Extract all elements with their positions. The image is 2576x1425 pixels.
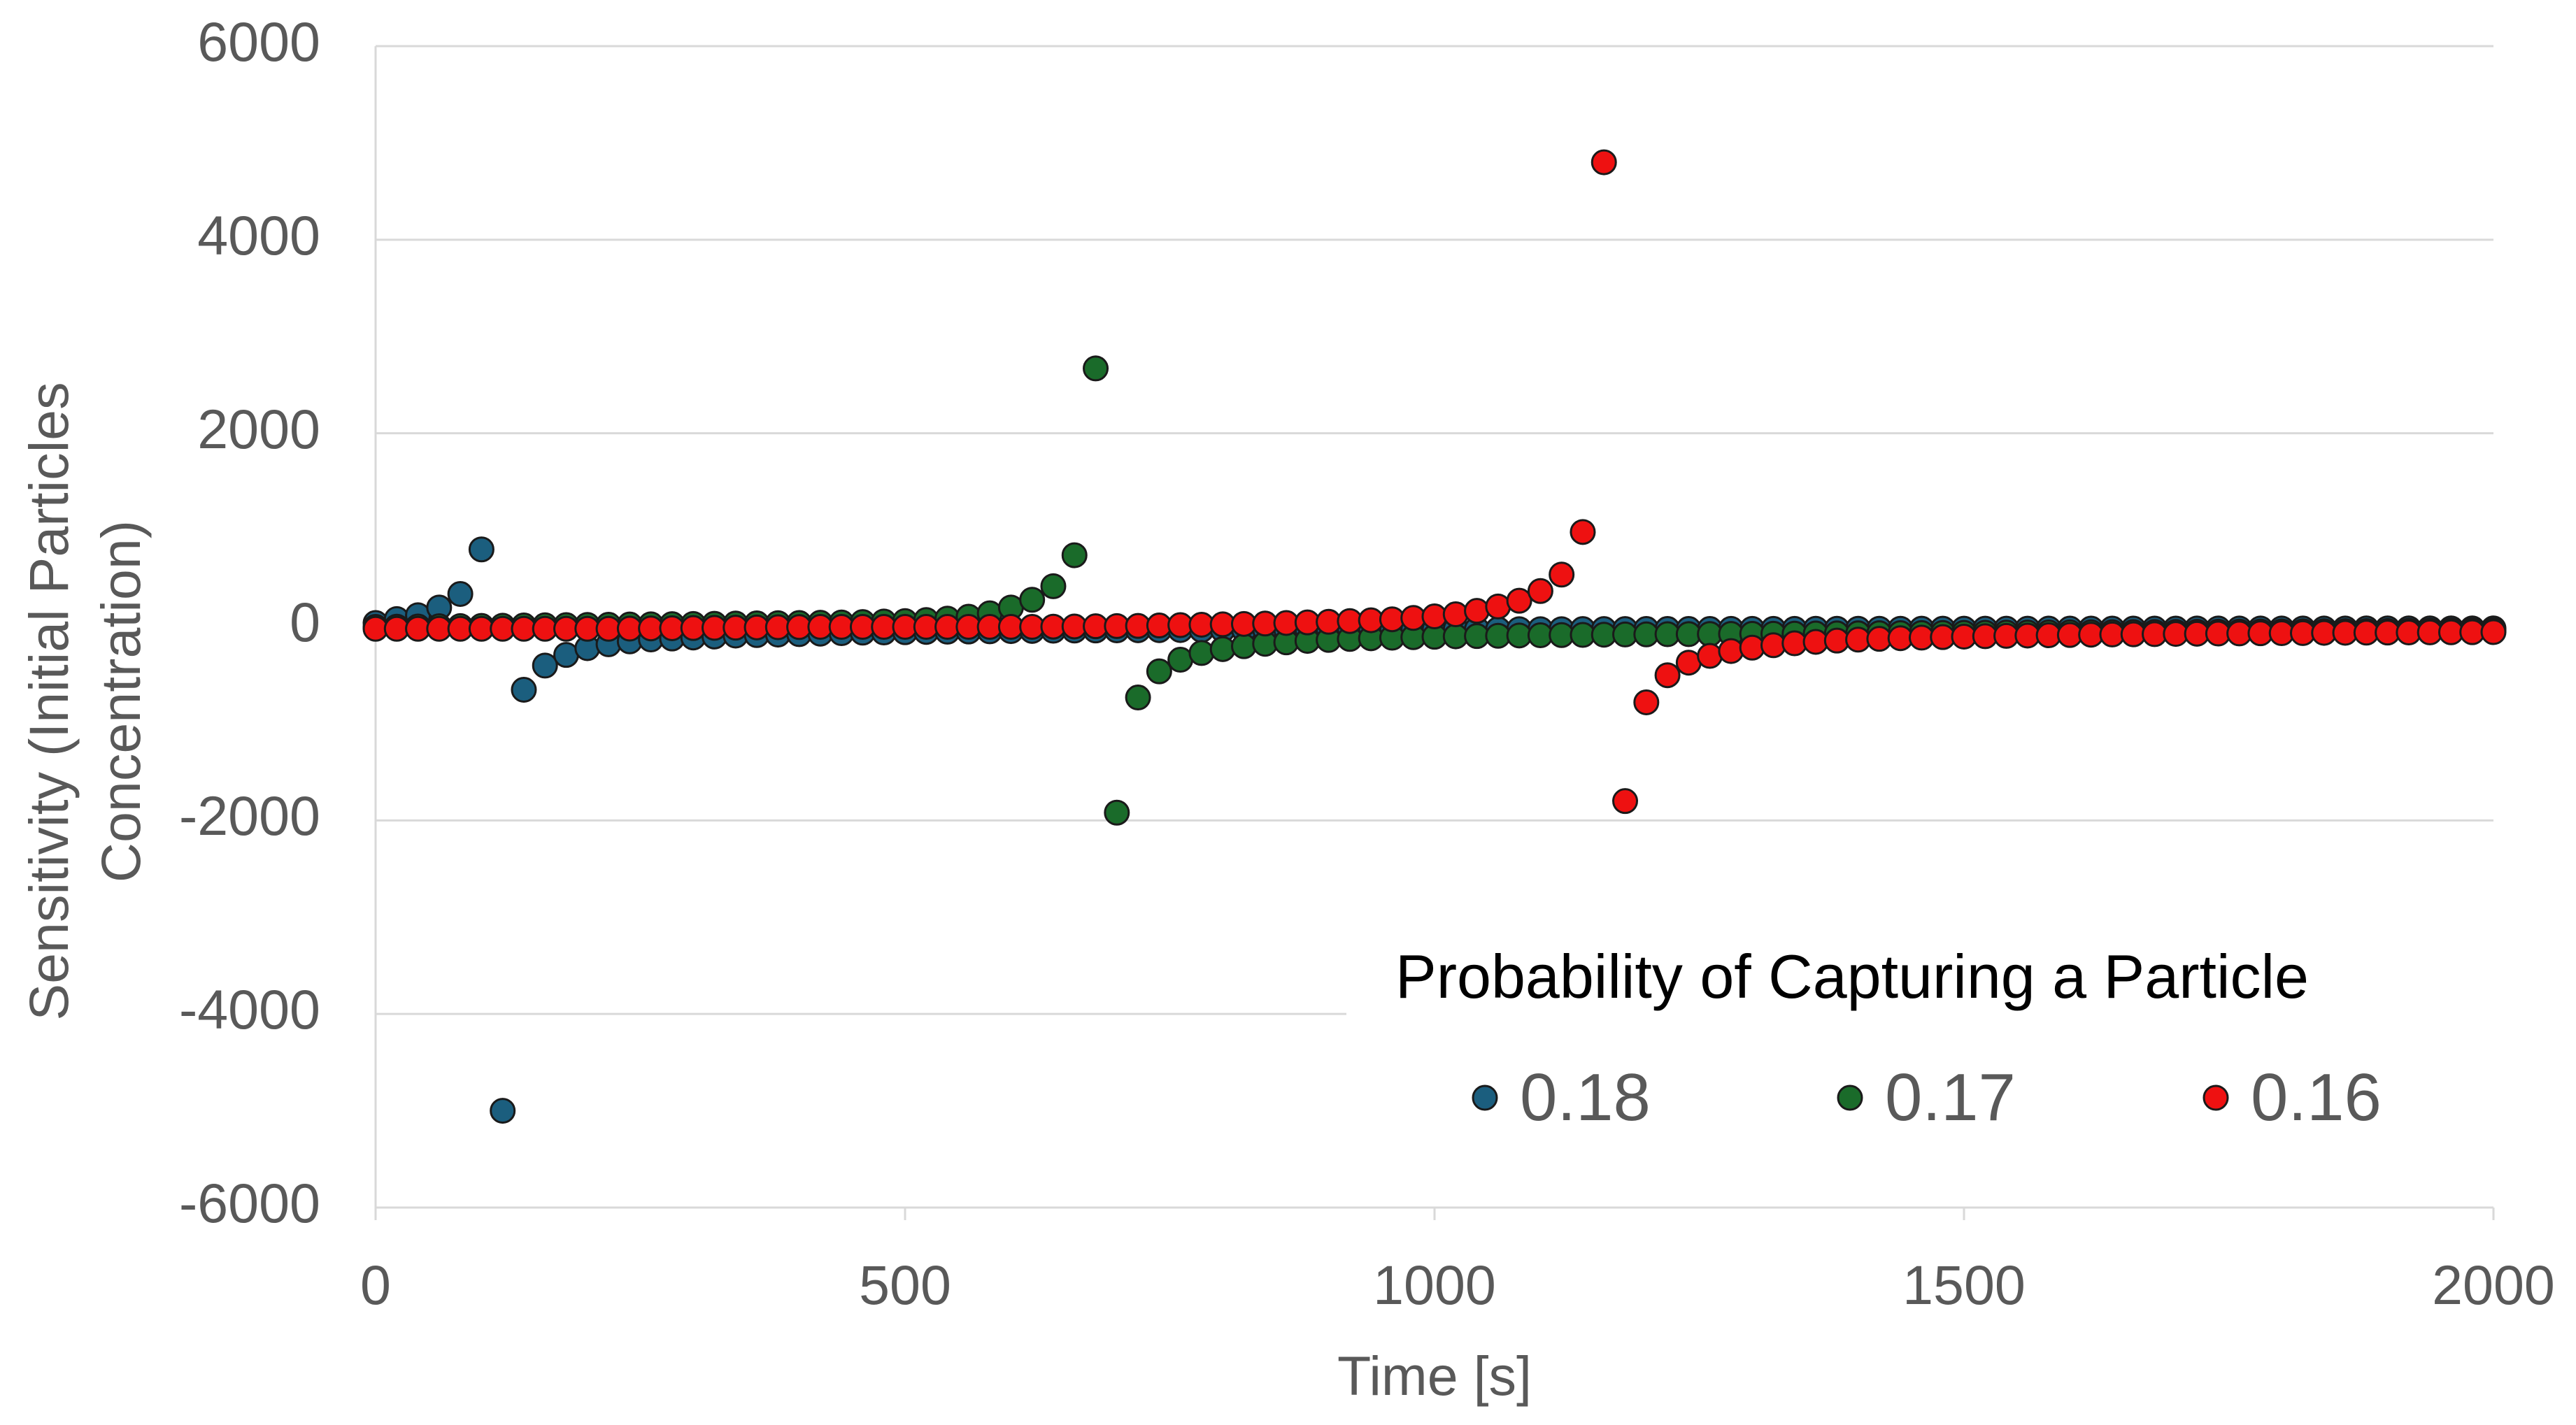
data-point xyxy=(1104,799,1130,826)
data-point xyxy=(1549,561,1575,588)
legend-label: 0.18 xyxy=(1520,1060,1651,1135)
legend-title: Probability of Capturing a Particle xyxy=(1395,942,2309,1011)
y-tick-label: 2000 xyxy=(197,398,320,460)
data-point xyxy=(468,536,494,563)
x-tick-label: 0 xyxy=(360,1254,391,1316)
series-0.17 xyxy=(362,355,2507,826)
y-axis-tick-labels: 6000 4000 2000 0 -2000 -4000 -6000 xyxy=(179,10,320,1234)
data-point xyxy=(1040,573,1067,599)
data-point xyxy=(2480,619,2507,645)
data-point xyxy=(1146,658,1172,685)
legend-marker xyxy=(1837,1084,1863,1111)
y-axis-title: Concentration) xyxy=(90,520,152,882)
x-tick-label: 1500 xyxy=(1902,1254,2026,1316)
y-tick-label: -6000 xyxy=(179,1172,320,1234)
data-point xyxy=(1442,601,1469,628)
data-point xyxy=(1061,542,1088,568)
data-point xyxy=(1760,632,1786,659)
y-axis-title-line-2: Concentration) xyxy=(90,520,152,882)
x-tick-label: 2000 xyxy=(2432,1254,2555,1316)
data-point xyxy=(1209,636,1236,662)
data-point xyxy=(1506,587,1532,614)
x-tick-label: 1000 xyxy=(1373,1254,1496,1316)
y-tick-label: 4000 xyxy=(197,204,320,266)
data-series xyxy=(362,149,2507,1124)
data-point xyxy=(1464,598,1490,624)
data-point xyxy=(553,642,580,668)
legend-marker xyxy=(1472,1084,1498,1111)
data-point xyxy=(1739,634,1765,661)
legend-background xyxy=(1346,937,2514,1178)
data-point xyxy=(447,580,474,607)
legend-label: 0.16 xyxy=(2251,1060,2382,1135)
data-point xyxy=(1718,638,1744,664)
data-point xyxy=(1527,578,1553,604)
data-point xyxy=(1019,587,1046,613)
legend-label: 0.17 xyxy=(1885,1060,2016,1135)
data-point xyxy=(1675,650,1702,676)
legend-marker xyxy=(2203,1084,2229,1111)
data-point xyxy=(1125,685,1151,711)
y-tick-label: -4000 xyxy=(179,978,320,1040)
data-point xyxy=(1083,355,1109,382)
y-tick-label: -2000 xyxy=(179,785,320,847)
data-point xyxy=(1612,788,1639,815)
data-point xyxy=(1697,643,1723,669)
data-point xyxy=(1654,662,1681,689)
y-axis-title: Sensitivity (Initial Particles xyxy=(17,382,80,1020)
data-point xyxy=(1591,149,1617,176)
legend: Probability of Capturing a Particle 0.18… xyxy=(1346,937,2514,1178)
data-point xyxy=(1400,605,1427,631)
data-point xyxy=(490,1098,516,1124)
x-axis-title: Time [s] xyxy=(1337,1345,1532,1407)
series-0.16 xyxy=(362,149,2507,815)
y-axis-title-line-1: Sensitivity (Initial Particles xyxy=(17,382,80,1020)
data-point xyxy=(1167,647,1194,673)
data-point xyxy=(532,652,558,679)
data-point xyxy=(511,676,537,703)
y-tick-label: 0 xyxy=(290,591,320,653)
x-tick-label: 500 xyxy=(859,1254,951,1316)
x-axis-tick-labels: 0 500 1000 1500 2000 xyxy=(360,1254,2555,1316)
data-point xyxy=(1570,519,1596,545)
y-tick-label: 6000 xyxy=(197,10,320,73)
data-point xyxy=(1485,593,1511,620)
data-point xyxy=(1188,640,1215,666)
data-point xyxy=(1633,689,1660,715)
data-point xyxy=(1230,633,1257,659)
data-point xyxy=(1421,603,1448,630)
